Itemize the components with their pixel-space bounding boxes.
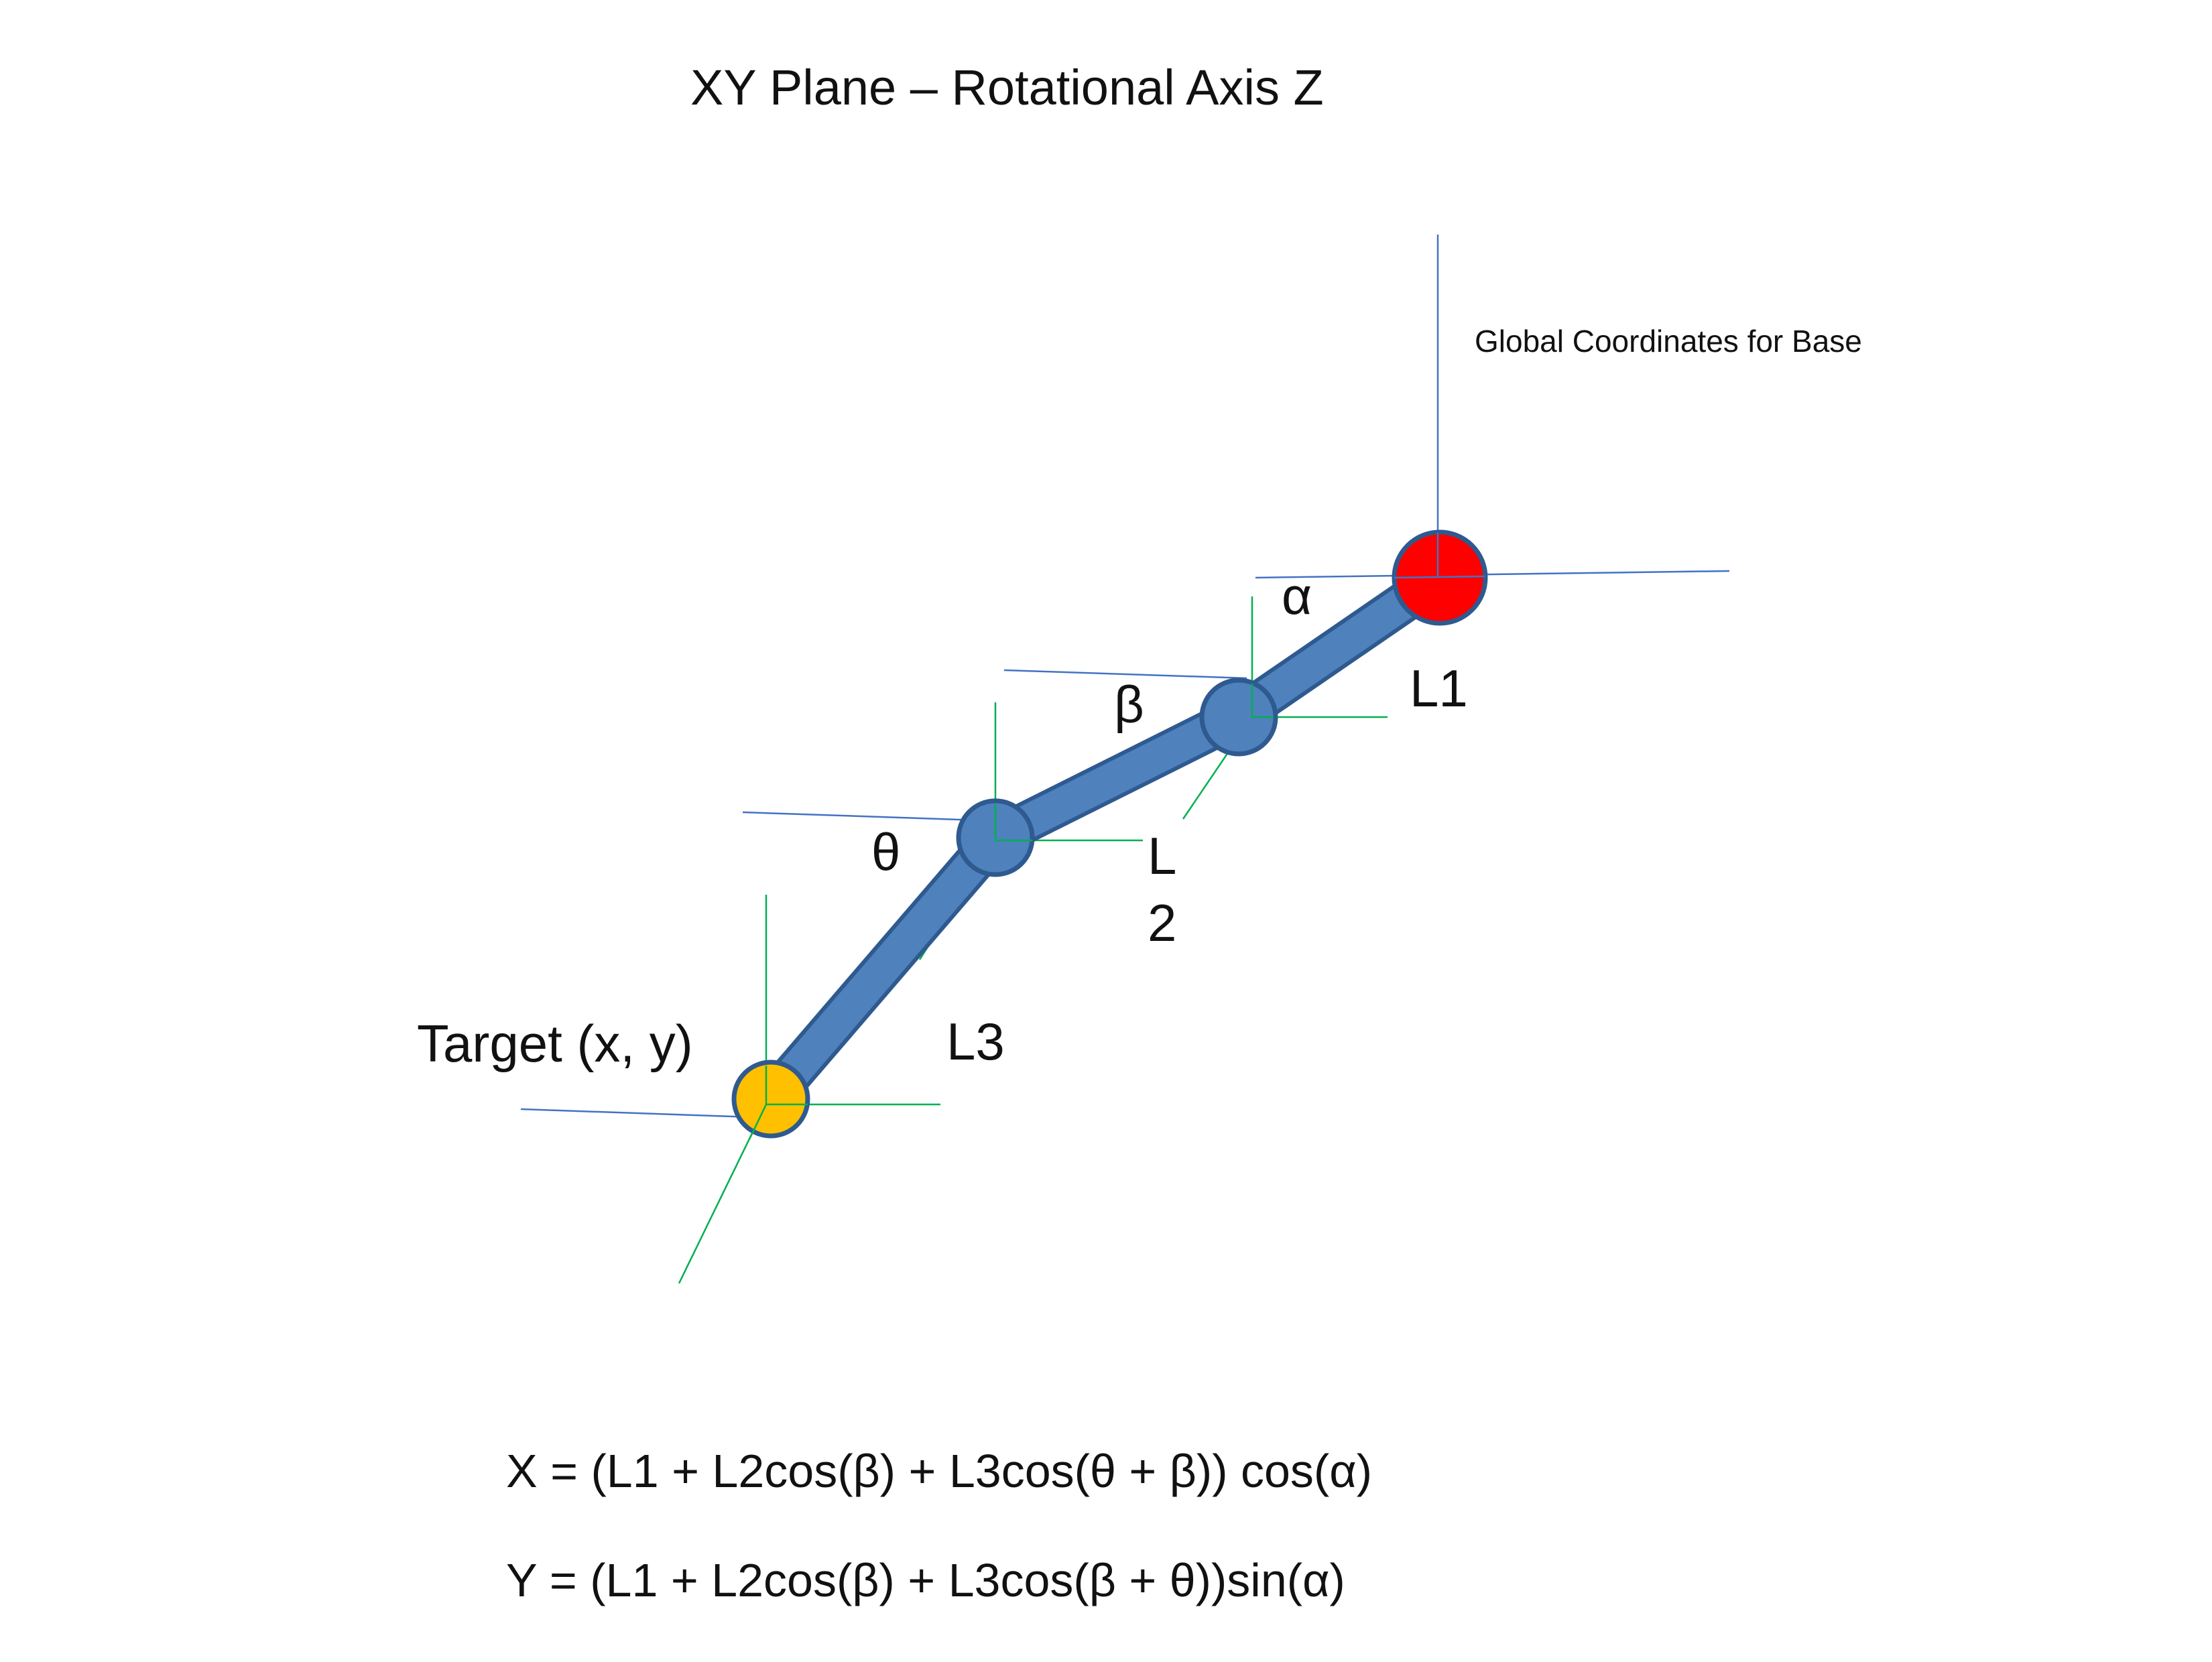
equation-y: Y = (L1 + L2cos(β) + L3cos(β + θ))sin(α)	[506, 1554, 1345, 1606]
axis-overlays	[748, 533, 1485, 1140]
target-label: Target (x, y)	[417, 1014, 693, 1073]
arm-fill	[754, 561, 1457, 1116]
joint3-reference-line	[742, 811, 999, 822]
joint-2	[1199, 678, 1278, 757]
l2-label-line1: L	[1148, 826, 1177, 885]
l2-label-line2: 2	[1148, 893, 1177, 952]
target-reference-line	[520, 1108, 772, 1119]
arm-links	[750, 557, 1461, 1120]
theta-label: θ	[871, 822, 901, 881]
base-coordinates-note: Global Coordinates for Base	[1475, 324, 1862, 359]
alpha-label: α	[1282, 566, 1312, 625]
joint2-reference-line	[1003, 669, 1247, 680]
global-axes	[520, 235, 1730, 1119]
base-horizontal-axis	[1255, 570, 1730, 579]
target-joint	[731, 1060, 810, 1139]
l1-label: L1	[1410, 659, 1468, 718]
beta-label: β	[1114, 675, 1144, 734]
equation-x: X = (L1 + L2cos(β) + L3cos(θ + β)) cos(α…	[506, 1445, 1373, 1497]
diagram-title: XY Plane – Rotational Axis Z	[690, 60, 1324, 115]
l3-label: L3	[946, 1012, 1005, 1071]
